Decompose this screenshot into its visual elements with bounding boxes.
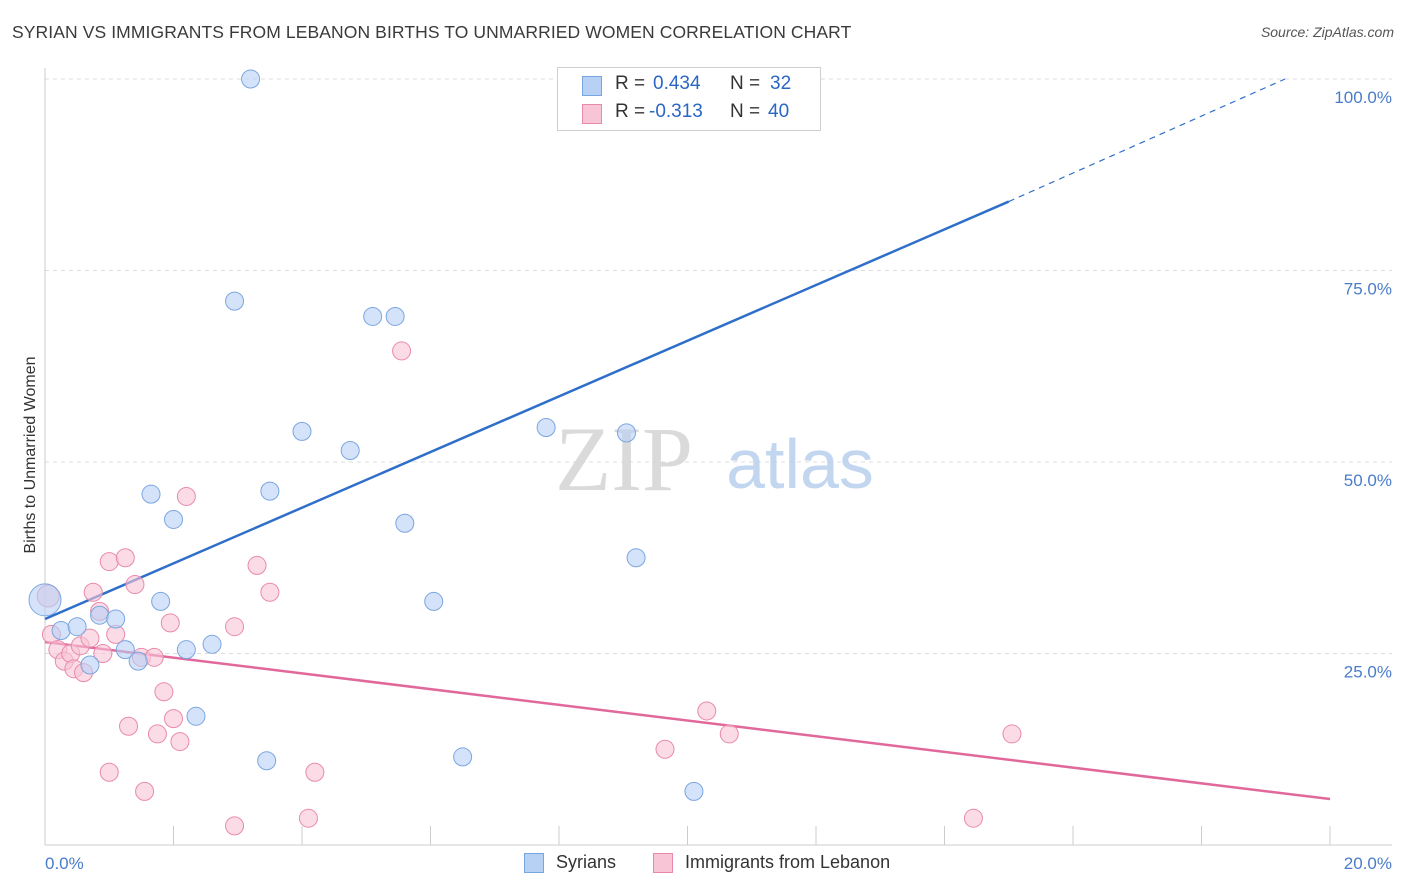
lebanon-point: [154, 682, 174, 702]
watermark-zip: ZIP: [555, 408, 693, 510]
syrians-point: [176, 640, 196, 660]
stats-legend: R = 0.434 N = 32 R = -0.313 N = 40: [557, 67, 821, 131]
lebanon-legend-label: Immigrants from Lebanon: [685, 852, 891, 872]
trend-lines: [44, 78, 1331, 801]
syrians-point: [363, 306, 383, 326]
syrians-legend-swatch: [524, 853, 544, 873]
syrians-point: [626, 548, 646, 568]
legend-n-key: N =: [730, 73, 761, 94]
chart-source: Source: ZipAtlas.com: [1260, 24, 1394, 40]
tick-labels: 25.0% 50.0% 75.0% 100.0% 0.0% 20.0%: [45, 88, 1392, 873]
lebanon-swatch: [582, 104, 602, 124]
lebanon-point: [147, 724, 167, 744]
lebanon-point: [99, 552, 119, 572]
legend-r-key: R =: [615, 101, 646, 122]
lebanon-point: [125, 575, 145, 595]
lebanon-point: [655, 739, 675, 759]
syrians-point: [151, 591, 171, 611]
watermark-atlas: atlas: [726, 425, 874, 503]
y-tick-label: 25.0%: [1344, 663, 1392, 682]
lebanon-trend-line: [44, 640, 1331, 801]
lebanon-point: [247, 555, 267, 575]
lebanon-point: [697, 701, 717, 721]
syrians-point: [536, 418, 556, 438]
syrians-point: [115, 640, 135, 660]
lebanon-point: [80, 628, 100, 648]
y-tick-label: 50.0%: [1344, 471, 1392, 490]
legend-n-value: 32: [770, 73, 792, 94]
lebanon-point: [225, 617, 245, 637]
legend-n-value: 40: [768, 101, 790, 122]
legend-r-value: -0.313: [649, 101, 703, 122]
syrians-point: [106, 609, 126, 629]
y-tick-label: 75.0%: [1344, 280, 1392, 299]
lebanon-point: [135, 781, 155, 801]
lebanon-legend-swatch: [653, 853, 673, 873]
syrians-point: [51, 621, 71, 641]
syrians-point: [90, 605, 110, 625]
syrians-point: [225, 291, 245, 311]
x-tick-label-min: 0.0%: [45, 854, 84, 873]
syrians-point: [80, 655, 100, 675]
lebanon-point: [392, 341, 412, 361]
syrians-point: [453, 747, 473, 767]
lebanon-point: [225, 816, 245, 836]
lebanon-point: [160, 613, 180, 633]
lebanon-point: [93, 644, 113, 663]
syrians-point: [164, 509, 183, 529]
lebanon-point: [176, 486, 196, 506]
lebanon-point: [260, 582, 280, 602]
syrians-point: [292, 421, 312, 441]
lebanon-point: [99, 762, 119, 782]
lebanon-point: [1002, 724, 1022, 744]
syrians-point: [385, 306, 405, 326]
syrians-point: [141, 484, 161, 504]
syrians-point: [616, 423, 636, 443]
syrians-point: [684, 781, 704, 801]
syrians-point: [67, 617, 87, 637]
syrians-point: [257, 751, 277, 771]
syrians-point: [241, 69, 261, 89]
syrians-point: [128, 651, 148, 671]
points-syrians: [28, 69, 726, 801]
syrians-trend-extension: [1008, 78, 1286, 203]
lebanon-point: [963, 808, 983, 828]
lebanon-point: [164, 709, 183, 729]
legend-n-key: N =: [730, 101, 761, 122]
syrians-point: [202, 634, 222, 654]
lebanon-point: [170, 732, 190, 752]
axes: [44, 68, 1392, 846]
lebanon-point: [115, 548, 135, 568]
legend-r-value: 0.434: [653, 73, 701, 94]
legend-row-syrians: R = 0.434 N = 32: [558, 73, 820, 99]
lebanon-point: [719, 724, 739, 744]
syrians-point: [395, 513, 415, 533]
syrians-trend-line: [44, 200, 1010, 621]
syrians-point: [28, 583, 62, 617]
lebanon-point: [119, 716, 139, 736]
lebanon-point: [83, 582, 103, 602]
legend-row-lebanon: R = -0.313 N = 40: [558, 101, 820, 127]
syrians-legend-label: Syrians: [556, 852, 617, 872]
legend-r-key: R =: [615, 73, 646, 94]
syrians-point: [260, 481, 280, 501]
lebanon-point: [144, 647, 164, 667]
x-tick-label-max: 20.0%: [1344, 854, 1392, 873]
syrians-swatch: [582, 76, 602, 96]
syrians-point: [424, 591, 444, 611]
syrians-point: [186, 706, 206, 726]
chart-title: SYRIAN VS IMMIGRANTS FROM LEBANON BIRTHS…: [12, 22, 852, 42]
y-axis-label: Births to Unmarried Women: [22, 356, 39, 553]
syrians-point: [340, 441, 360, 461]
lebanon-point: [305, 762, 325, 782]
grid-lines: [45, 78, 1392, 654]
lebanon-point: [298, 808, 318, 828]
y-tick-label: 100.0%: [1334, 88, 1392, 107]
